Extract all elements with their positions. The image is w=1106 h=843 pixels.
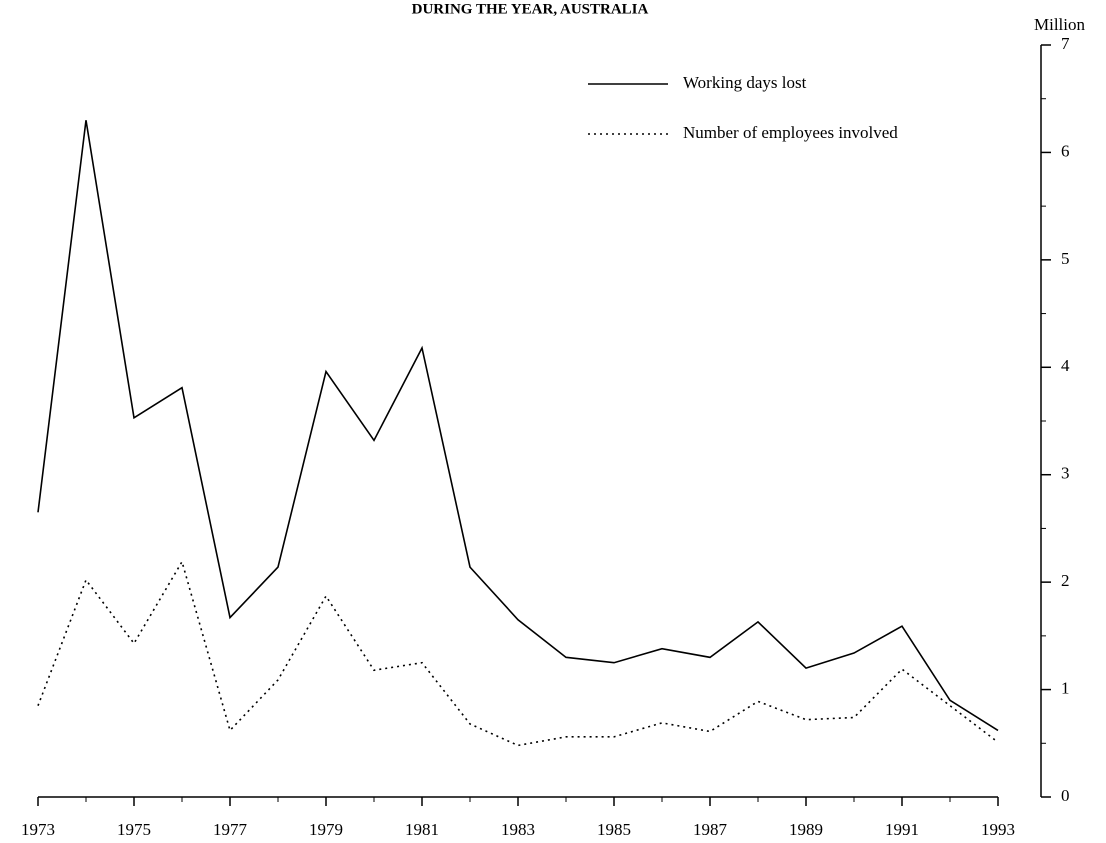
x-tick-label: 1991 <box>885 820 919 839</box>
y-tick-label: 3 <box>1061 464 1070 483</box>
x-tick-label: 1973 <box>21 820 55 839</box>
y-tick-label: 4 <box>1061 356 1070 375</box>
y-tick-label: 7 <box>1061 34 1070 53</box>
y-tick-label: 5 <box>1061 249 1070 268</box>
x-tick-label: 1989 <box>789 820 823 839</box>
x-tick-label: 1975 <box>117 820 151 839</box>
legend-label: Working days lost <box>683 73 807 92</box>
y-axis-label: Million <box>1034 15 1086 34</box>
x-tick-label: 1985 <box>597 820 631 839</box>
x-tick-label: 1983 <box>501 820 535 839</box>
y-tick-label: 1 <box>1061 678 1070 697</box>
x-tick-label: 1993 <box>981 820 1015 839</box>
data-line <box>37 559 999 747</box>
y-tick-label: 0 <box>1061 786 1070 805</box>
x-tick-label: 1979 <box>309 820 343 839</box>
x-tick-label: 1977 <box>213 820 248 839</box>
x-tick-label: 1987 <box>693 820 728 839</box>
y-tick-label: 2 <box>1061 571 1070 590</box>
x-tick-label: 1981 <box>405 820 439 839</box>
data-line <box>37 120 999 732</box>
chart-title: DURING THE YEAR, AUSTRALIA <box>412 1 649 17</box>
y-tick-label: 6 <box>1061 141 1070 160</box>
legend-label: Number of employees involved <box>683 123 898 142</box>
